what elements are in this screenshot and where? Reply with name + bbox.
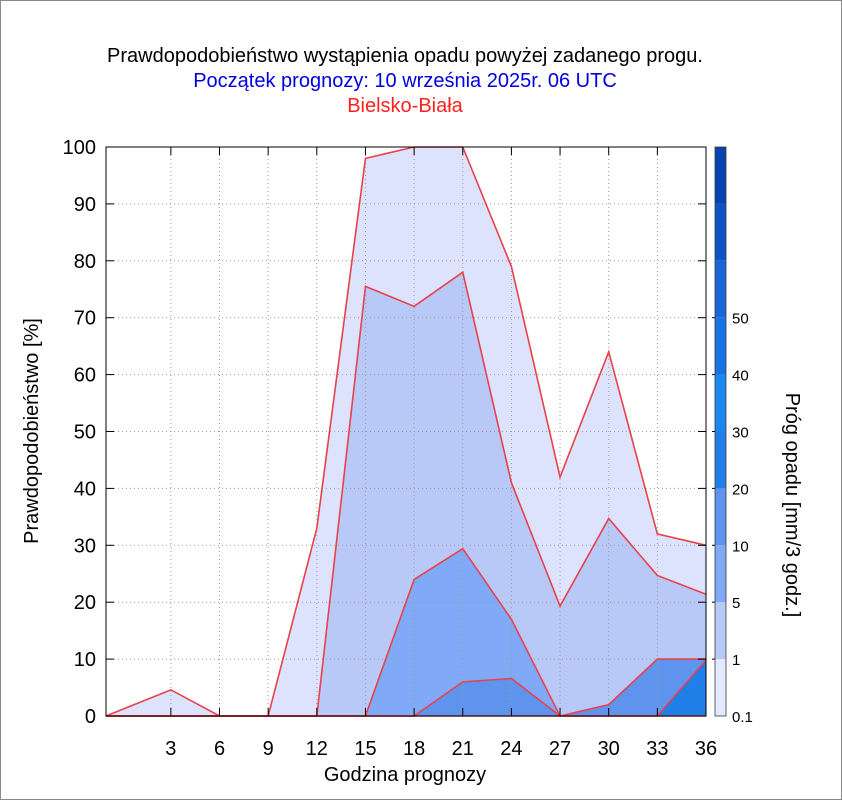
x-tick-label: 18 — [403, 738, 425, 760]
y-tick-label: 90 — [74, 194, 96, 216]
colorbar-segment — [715, 317, 726, 375]
area-threshold-1 — [106, 272, 706, 716]
y-axis-label: Prawdopodobieństwo [%] — [21, 318, 43, 544]
colorbar-segment — [715, 602, 726, 660]
colorbar-segment — [715, 203, 726, 261]
colorbar-label: Próg opadu [mm/3 godz.] — [781, 393, 803, 618]
y-tick-label: 50 — [74, 422, 96, 444]
y-tick-label: 30 — [74, 535, 96, 557]
y-tick-label: 60 — [74, 365, 96, 387]
x-tick-label: 24 — [500, 738, 522, 760]
colorbar-tick-label: 5 — [732, 595, 740, 612]
colorbar-segment — [715, 659, 726, 716]
y-tick-label: 10 — [74, 649, 96, 671]
x-tick-label: 36 — [695, 738, 717, 760]
x-tick-label: 27 — [549, 738, 571, 760]
x-tick-label: 33 — [646, 738, 668, 760]
x-tick-label: 9 — [263, 738, 274, 760]
y-tick-label: 80 — [74, 251, 96, 273]
x-tick-label: 30 — [598, 738, 620, 760]
chart-subtitle: Początek prognozy: 10 września 2025r. 06… — [193, 70, 617, 92]
y-tick-label: 0 — [85, 706, 96, 728]
colorbar-tick-label: 40 — [732, 368, 749, 385]
colorbar-segment — [715, 488, 726, 546]
colorbar-tick-label: 30 — [732, 425, 749, 442]
colorbar-segment — [715, 260, 726, 318]
colorbar-segment — [715, 545, 726, 603]
colorbar-tick-label: 20 — [732, 481, 749, 498]
y-tick-label: 20 — [74, 592, 96, 614]
colorbar-tick-label: 10 — [732, 538, 749, 555]
y-tick-label: 100 — [63, 137, 96, 159]
x-tick-label: 21 — [452, 738, 474, 760]
x-tick-label: 3 — [165, 738, 176, 760]
colorbar-segment — [715, 147, 726, 204]
area-threshold-10 — [106, 659, 706, 716]
colorbar-segment — [715, 374, 726, 432]
colorbar-tick-label: 50 — [732, 311, 749, 328]
x-tick-label: 6 — [214, 738, 225, 760]
colorbar: 0.1 1 5 10 20 30 40 50 — [712, 146, 753, 726]
chart-location: Bielsko-Biała — [347, 95, 463, 117]
x-tick-label: 15 — [354, 738, 376, 760]
chart-title: Prawdopodobieństwo wystąpienia opadu pow… — [107, 45, 703, 67]
grid — [106, 147, 706, 716]
colorbar-tick-label: 0.1 — [732, 709, 753, 726]
y-tick-label: 70 — [74, 308, 96, 330]
colorbar-tick-label: 1 — [732, 652, 740, 669]
x-axis-label: Godzina prognozy — [324, 764, 486, 786]
y-tick-label: 40 — [74, 478, 96, 500]
area-threshold-5 — [106, 548, 706, 716]
x-tick-label: 12 — [306, 738, 328, 760]
colorbar-segment — [715, 431, 726, 489]
